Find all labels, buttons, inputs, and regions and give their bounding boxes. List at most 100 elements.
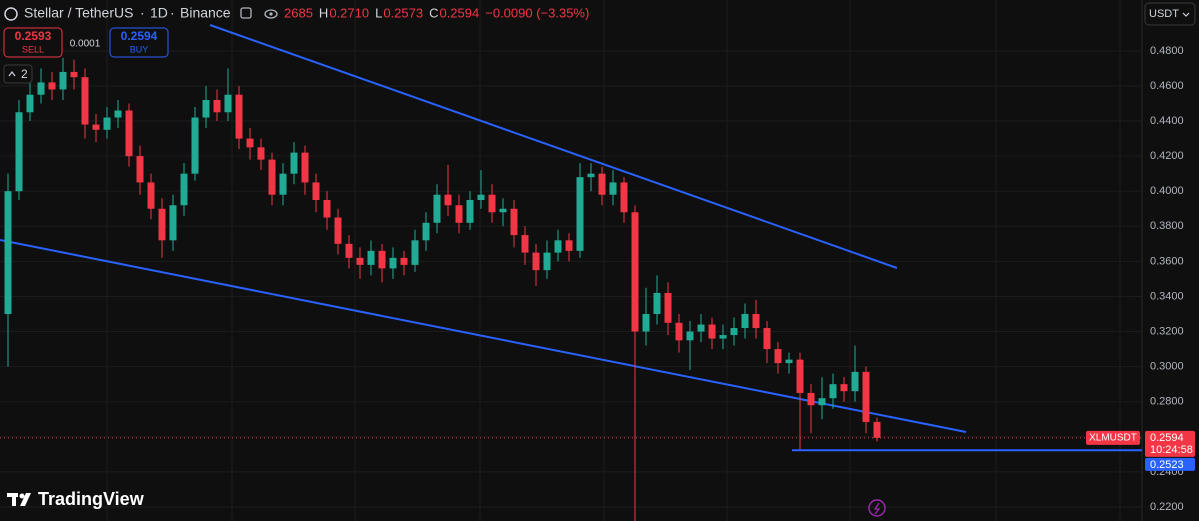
symbol-tag-text: XLMUSDT	[1089, 432, 1137, 443]
grid	[0, 0, 1142, 521]
candle-body	[323, 199, 331, 218]
symbol-icon[interactable]	[4, 7, 18, 21]
candle-body	[213, 99, 221, 113]
candle-body	[785, 359, 793, 364]
candle-body	[510, 208, 518, 236]
separator: ·	[170, 5, 175, 21]
candle-body	[565, 240, 573, 251]
candle-body	[873, 421, 881, 438]
candle-body	[312, 182, 320, 200]
candle-body	[191, 117, 199, 174]
candle-body	[26, 94, 34, 113]
candle-body	[15, 112, 23, 192]
candle-body	[862, 371, 870, 423]
alert-icon[interactable]	[868, 499, 886, 517]
candle-body	[631, 212, 639, 332]
candle-body	[829, 384, 837, 399]
candle-body	[576, 177, 584, 251]
candle-body	[774, 349, 782, 364]
candle-body	[246, 138, 254, 148]
candles	[4, 57, 881, 521]
lower-trendline[interactable]	[0, 239, 967, 433]
candle-body	[180, 173, 188, 206]
y-tick-label: 0.3200	[1150, 325, 1184, 337]
currency-button[interactable]	[1144, 2, 1196, 26]
ohlc-key: H	[319, 5, 328, 20]
candle-body	[158, 208, 166, 241]
y-tick-label: 0.4600	[1150, 80, 1184, 92]
candle-body	[818, 398, 826, 406]
y-tick-label: 0.3000	[1150, 361, 1184, 373]
candle-body	[664, 292, 672, 323]
candle-body	[521, 235, 529, 253]
candle-body	[378, 250, 386, 269]
y-tick-label: 0.4000	[1150, 185, 1184, 197]
ohlc-key: C	[429, 5, 438, 20]
upper-trendline[interactable]	[209, 24, 898, 269]
y-tick-label: 0.2200	[1150, 501, 1184, 513]
candle-body	[543, 252, 551, 271]
candle-body	[840, 384, 848, 392]
candle-body	[455, 205, 463, 223]
symbol-name[interactable]: Stellar / TetherUS	[24, 5, 133, 21]
candle-body	[477, 194, 485, 200]
candle-body	[301, 152, 309, 183]
settings-icon[interactable]	[240, 7, 252, 19]
candle-body	[752, 314, 760, 329]
sell-price: 0.2593	[15, 29, 52, 43]
candle-body	[345, 243, 353, 258]
candle-body	[59, 71, 67, 90]
buy-label: BUY	[130, 44, 149, 54]
sell-button[interactable]	[3, 27, 63, 58]
candle-body	[92, 124, 100, 130]
eye-icon[interactable]	[264, 9, 278, 19]
candle-body	[488, 194, 496, 213]
candle-body	[147, 182, 155, 209]
interval[interactable]: 1D	[150, 5, 168, 21]
candle-body	[796, 359, 804, 393]
chevron	[8, 71, 16, 77]
candle-body	[686, 331, 694, 341]
candle-body	[356, 257, 364, 265]
indicators-count: 2	[21, 67, 28, 81]
y-tick-label: 0.4200	[1150, 150, 1184, 162]
candle-body	[136, 156, 144, 183]
y-tick-label: 0.4400	[1150, 115, 1184, 127]
candle-body	[4, 191, 12, 315]
candle-body	[81, 77, 89, 125]
candle-body	[224, 94, 232, 113]
chevron	[1182, 12, 1190, 17]
ohlc-value: 2685	[284, 5, 313, 20]
ohlc-value: 0.2710	[329, 5, 369, 20]
candle-body	[675, 322, 683, 341]
y-tick-label: 0.3800	[1150, 220, 1184, 232]
symbol-tag	[1086, 430, 1140, 445]
brand-logo	[7, 493, 31, 506]
candle-body	[587, 173, 595, 178]
exchange[interactable]: Binance	[180, 5, 231, 21]
candle-body	[169, 205, 177, 241]
y-tick-label: 0.2800	[1150, 396, 1184, 408]
candle-body	[235, 94, 243, 139]
countdown-text: 10:24:58	[1150, 444, 1193, 456]
candle-body	[851, 371, 859, 392]
candle-body	[202, 99, 210, 118]
candle-body	[103, 117, 111, 130]
brand-name: TradingView	[38, 489, 145, 509]
candle-body	[422, 222, 430, 241]
support-text: 0.2523	[1150, 459, 1184, 471]
candle-body	[268, 159, 276, 195]
ohlc-key: L	[375, 5, 382, 20]
candle-body	[532, 252, 540, 271]
last-price-text: 0.2594	[1150, 432, 1184, 444]
buy-button[interactable]	[109, 27, 169, 58]
indicators-toggle[interactable]	[3, 64, 33, 84]
candle-body	[290, 152, 298, 174]
candle-body	[389, 257, 397, 269]
candle-body	[279, 173, 287, 195]
candle-body	[554, 240, 562, 253]
candle-body	[708, 324, 716, 339]
